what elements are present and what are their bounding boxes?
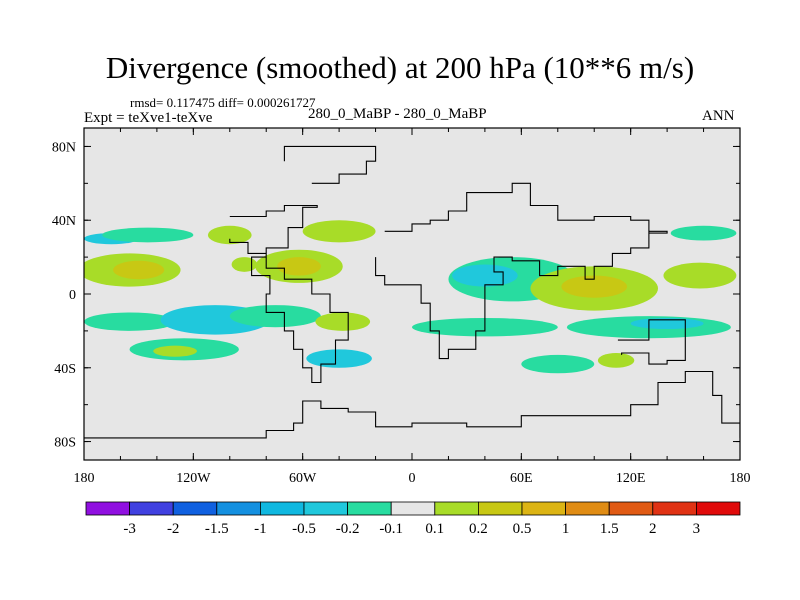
colorbar-swatch [696, 501, 741, 516]
colorbar-label: -0.5 [292, 521, 316, 537]
axes: 180 120W 60W 0 60E 120E 180 80N 40N 0 40S 80S [52, 127, 751, 486]
contour-region [663, 262, 737, 289]
colorbar-label: -0.2 [336, 521, 360, 537]
contour-region [315, 312, 371, 331]
colorbar-swatch [434, 501, 479, 516]
colorbar: -3 -2 -1.5 -1 -0.5 -0.2 -0.1 0.1 0.2 0.5 1 1.5 2 3 [85, 501, 741, 537]
contour-region [561, 275, 628, 298]
contour-region [277, 257, 321, 276]
colorbar-swatch [347, 501, 392, 516]
contour-region [670, 225, 737, 241]
contour-region [231, 257, 258, 272]
coastlines [84, 145, 740, 439]
colorbar-label: 0.1 [425, 521, 444, 537]
colorbar-label: 1.5 [600, 521, 619, 537]
colorbar-label: 0.2 [469, 521, 488, 537]
colorbar-swatch [85, 501, 130, 516]
coastline-greenland [283, 145, 377, 184]
y-tick-label: 0 [69, 288, 76, 303]
colorbar-swatch [259, 501, 305, 516]
colorbar-label: -0.1 [379, 521, 403, 537]
colorbar-swatch [172, 501, 218, 516]
plot-area [84, 128, 740, 460]
x-tick-label: 180 [74, 471, 95, 486]
x-tick-label: 60W [289, 471, 317, 486]
contour-region [452, 264, 518, 287]
experiment-label: Expt = teXve1-teXve [84, 110, 213, 126]
colorbar-label: 3 [693, 521, 701, 537]
contour-region [306, 349, 372, 368]
contour-region [597, 353, 635, 368]
coastline-continents-north [84, 370, 740, 439]
contour-region [113, 260, 165, 280]
x-tick-label: 180 [730, 471, 751, 486]
colorbar-swatch [216, 501, 261, 516]
y-tick-label: 80S [54, 436, 76, 451]
colorbar-swatch [608, 501, 654, 516]
stats-text: rmsd= 0.117475 diff= 0.000261727 [130, 95, 316, 110]
colorbar-label: 1 [562, 521, 570, 537]
coastline-americas [229, 204, 349, 384]
colorbar-label: -1.5 [205, 521, 229, 537]
x-tick-label: 120E [616, 471, 646, 486]
contour-region [229, 305, 321, 328]
x-tick-label: 0 [409, 471, 416, 486]
colorbar-label: 0.5 [513, 521, 532, 537]
chart-title: Divergence (smoothed) at 200 hPa (10**6 … [105, 50, 695, 85]
contour-region [84, 312, 176, 331]
contour-region [207, 225, 252, 245]
colorbar-swatch [477, 501, 523, 516]
coastline-eurasia-africa [375, 182, 668, 360]
contour-region [302, 220, 376, 243]
contour-region [102, 227, 194, 243]
colorbar-swatch [129, 501, 174, 516]
contour-fields [84, 220, 737, 374]
colorbar-swatch [521, 501, 566, 516]
colorbar-label: -1 [254, 521, 267, 537]
x-tick-label: 60E [510, 471, 533, 486]
season-label: ANN [702, 108, 735, 124]
colorbar-swatch [652, 501, 697, 516]
y-tick-label: 40S [54, 362, 76, 377]
colorbar-label: 2 [649, 521, 657, 537]
contour-region [153, 345, 197, 357]
colorbar-swatch [565, 501, 610, 516]
y-tick-label: 40N [52, 214, 76, 229]
colorbar-label: -3 [123, 521, 136, 537]
case-label: 280_0_MaBP - 280_0_MaBP [308, 106, 487, 122]
colorbar-swatch [303, 501, 348, 516]
colorbar-label: -2 [167, 521, 180, 537]
contour-region [521, 354, 595, 374]
colorbar-swatch [390, 501, 436, 516]
y-tick-label: 80N [52, 140, 76, 155]
x-tick-label: 120W [176, 471, 211, 486]
coastline-australia [617, 319, 686, 365]
